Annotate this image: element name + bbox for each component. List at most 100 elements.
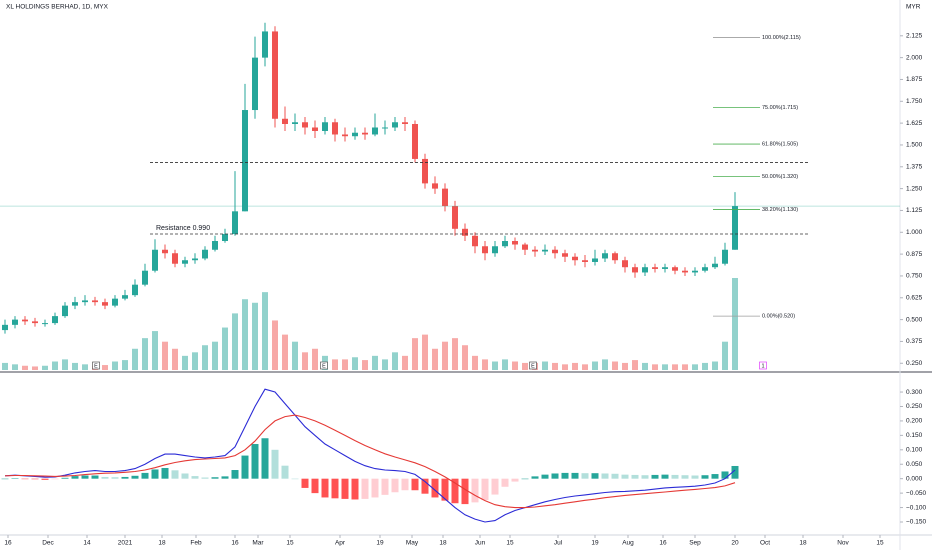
candle-body: [562, 253, 568, 257]
candle-body: [392, 122, 398, 128]
volume-bar: [172, 348, 178, 370]
histogram-bar: [61, 477, 69, 479]
candle-body: [182, 260, 188, 264]
candle-body: [452, 206, 458, 229]
histogram-bar: [161, 467, 169, 479]
volume-bar: [592, 361, 598, 370]
fib-label: 38.20%(1.130): [762, 207, 798, 213]
volume-bar: [562, 364, 568, 370]
volume-bar: [662, 364, 668, 370]
x-tick-label: 18: [799, 540, 807, 547]
y-tick-label: 0.500: [906, 316, 923, 323]
histogram-bar: [491, 478, 499, 495]
candle-body: [212, 241, 218, 250]
histogram-bar: [621, 474, 629, 479]
candle-body: [332, 122, 338, 135]
candle-body: [352, 132, 358, 137]
volume-bar: [502, 359, 508, 370]
volume-bar: [122, 360, 128, 370]
volume-bar: [622, 362, 628, 370]
candle-body: [432, 183, 438, 189]
volume-bar: [652, 364, 658, 370]
x-tick-label: 18: [439, 540, 447, 547]
histogram-bar: [471, 478, 479, 503]
histogram-bar: [721, 471, 729, 479]
y-tick-label: −0.100: [906, 504, 926, 511]
y-tick-label: 0.250: [906, 360, 923, 367]
candle-body: [542, 249, 548, 252]
histogram-bar: [331, 478, 339, 499]
candle-body: [232, 211, 238, 235]
volume-bar: [272, 320, 278, 370]
volume-bar: [422, 334, 428, 370]
volume-bar: [42, 365, 48, 370]
candle-body: [362, 132, 368, 135]
volume-bar: [682, 364, 688, 370]
volume-bar: [482, 359, 488, 370]
histogram-bar: [21, 478, 29, 480]
candle-body: [162, 249, 168, 254]
y-tick-label: 2.000: [906, 54, 923, 61]
histogram-bar: [681, 475, 689, 479]
volume-bar: [232, 313, 238, 370]
volume-bar: [32, 366, 38, 370]
volume-bar: [102, 365, 108, 370]
histogram-bar: [511, 478, 519, 482]
candle-body: [702, 267, 708, 271]
event-label: 1: [761, 363, 764, 369]
y-tick-label: 0.875: [906, 251, 923, 258]
fib-label: 75.00%(1.715): [762, 105, 798, 111]
y-tick-label: 0.625: [906, 294, 923, 301]
line-label: Resistance 0.990: [156, 225, 210, 232]
histogram-bar: [131, 475, 139, 479]
volume-bar: [702, 362, 708, 370]
volume-bar: [352, 357, 358, 370]
candle-body: [652, 267, 658, 269]
histogram-bar: [641, 475, 649, 479]
histogram-bar: [301, 478, 309, 488]
histogram-bar: [541, 474, 549, 479]
histogram-bar: [561, 472, 569, 479]
candle-body: [142, 270, 148, 285]
histogram-bar: [481, 478, 489, 501]
candle-body: [72, 302, 78, 306]
volume-bar: [402, 355, 408, 370]
candle-body: [222, 234, 228, 242]
volume-bar: [152, 331, 158, 370]
histogram-bar: [71, 476, 79, 479]
histogram-bar: [121, 476, 129, 479]
candle-body: [132, 284, 138, 296]
x-tick-label: Jul: [554, 540, 563, 547]
histogram-bar: [631, 474, 639, 479]
candle-body: [592, 258, 598, 262]
volume-bar: [712, 361, 718, 370]
volume-bar: [492, 361, 498, 370]
symbol-title: XL HOLDINGS BERHAD, 1D, MYX: [6, 4, 109, 11]
y-tick-label: 0.250: [906, 403, 923, 410]
candle-body: [412, 124, 418, 159]
candle-body: [552, 249, 558, 254]
event-marker: [529, 361, 537, 370]
histogram-bar: [371, 478, 379, 498]
histogram-bar: [361, 478, 369, 499]
candle-body: [712, 263, 718, 268]
histogram-bar: [1, 478, 9, 480]
histogram-bar: [211, 477, 219, 479]
y-tick-label: 0.100: [906, 447, 923, 454]
volume-bar: [572, 362, 578, 370]
candle-body: [102, 302, 108, 306]
volume-bar: [192, 352, 198, 370]
y-tick-label: 0.150: [906, 432, 923, 439]
candle-body: [252, 57, 258, 111]
histogram-bar: [461, 478, 469, 505]
volume-bar: [182, 355, 188, 370]
volume-bar: [72, 362, 78, 370]
event-label: E: [531, 363, 535, 369]
candle-body: [522, 244, 528, 250]
volume-bar: [512, 361, 518, 370]
candle-body: [492, 246, 498, 254]
x-tick-label: May: [406, 540, 419, 547]
histogram-bar: [171, 470, 179, 479]
fib-label: 50.00%(1.320): [762, 174, 798, 180]
